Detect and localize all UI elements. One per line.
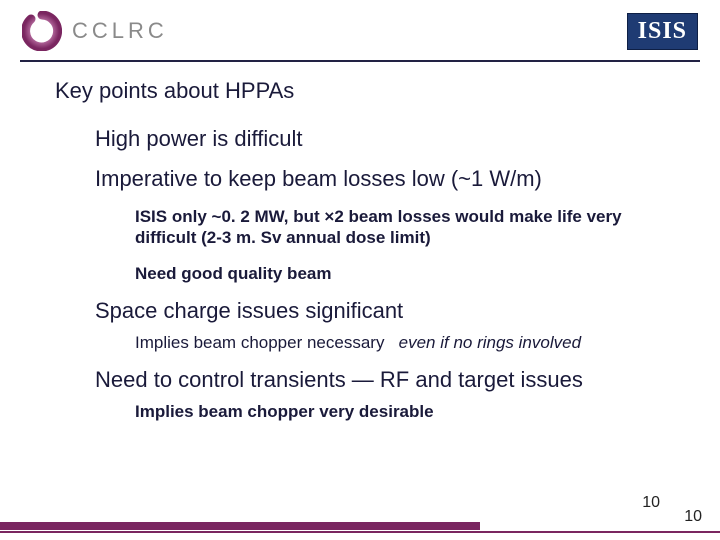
- slide-title: Key points about HPPAs: [55, 78, 690, 104]
- bullet-transients: Need to control transients — RF and targ…: [95, 367, 690, 393]
- footer-accent-line: [0, 531, 720, 533]
- isis-logo: ISIS: [627, 13, 698, 50]
- sub-isis-losses: ISIS only ~0. 2 MW, but ×2 beam losses w…: [135, 206, 680, 249]
- bullet-space-charge: Space charge issues significant: [95, 298, 690, 324]
- slide-header: CCLRC ISIS: [0, 0, 720, 58]
- bullet-high-power: High power is difficult: [95, 126, 690, 152]
- sub-chopper-desirable: Implies beam chopper very desirable: [135, 401, 680, 422]
- cclrc-logo: CCLRC: [22, 11, 168, 51]
- cclrc-swirl-icon: [22, 11, 62, 51]
- sub-good-quality: Need good quality beam: [135, 263, 680, 284]
- bullet-beam-losses: Imperative to keep beam losses low (~1 W…: [95, 166, 690, 192]
- slide-content: Key points about HPPAs High power is dif…: [55, 78, 690, 436]
- cclrc-wordmark: CCLRC: [72, 18, 168, 44]
- sub-chopper-necessary-emph: even if no rings involved: [399, 333, 581, 352]
- page-number-inner: 10: [642, 494, 660, 512]
- page-number-outer: 10: [684, 508, 702, 526]
- sub-chopper-necessary: Implies beam chopper necessary even if n…: [135, 332, 680, 353]
- footer-accent-bar: [0, 522, 480, 530]
- sub-chopper-necessary-text: Implies beam chopper necessary: [135, 333, 389, 352]
- header-rule: [20, 60, 700, 62]
